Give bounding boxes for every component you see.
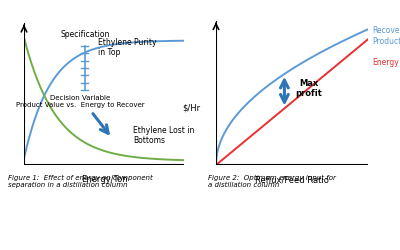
Text: Ethylene Purity
in Top: Ethylene Purity in Top <box>98 38 156 57</box>
Text: $/Hr: $/Hr <box>183 103 201 112</box>
Text: Reflux/Feed Ratio: Reflux/Feed Ratio <box>255 176 329 184</box>
Text: Figure 1:  Effect of energy on component
separation in a distillation column: Figure 1: Effect of energy on component … <box>8 175 153 188</box>
Text: Specification: Specification <box>60 30 110 39</box>
Text: Decision Variable
Product Value vs.  Energy to Recover: Decision Variable Product Value vs. Ener… <box>16 95 144 108</box>
Text: Energy/Ton: Energy/Ton <box>81 176 127 184</box>
Text: Ethylene Lost in
Bottoms: Ethylene Lost in Bottoms <box>133 126 194 145</box>
Text: Recovered
Product: Recovered Product <box>372 26 400 46</box>
Text: Energy: Energy <box>372 58 399 67</box>
Text: Figure 2:  Optimum energy input for
a distillation column: Figure 2: Optimum energy input for a dis… <box>208 175 336 188</box>
Text: Max
profit: Max profit <box>295 79 322 98</box>
